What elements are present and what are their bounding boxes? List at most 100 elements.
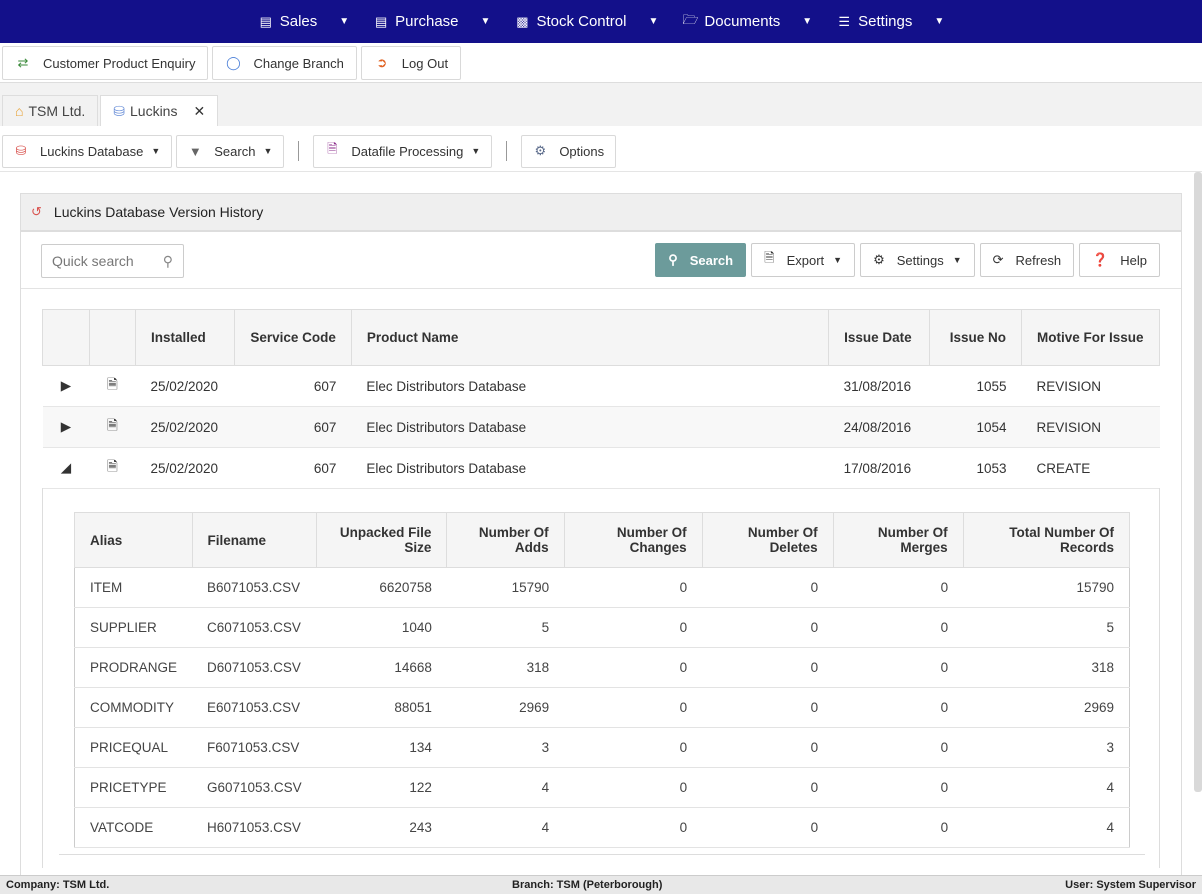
quick-search-input[interactable]: Quick search ⚲ — [41, 244, 184, 278]
customer-product-enquiry-label: Customer Product Enquiry — [43, 55, 196, 71]
table-row[interactable]: VATCODE H6071053.CSV 243 4 0 0 0 4 — [74, 807, 1130, 848]
filename-column-header[interactable]: Filename — [191, 512, 318, 568]
tab-luckins[interactable]: ⛁ Luckins ✕ — [100, 95, 219, 126]
merges-cell: 0 — [833, 567, 964, 608]
status-user: User: System Supervisor — [1065, 879, 1196, 891]
nav-settings[interactable]: ☰ Settings ▼ — [824, 13, 956, 30]
log-out-label: Log Out — [401, 55, 449, 71]
search-button[interactable]: ⚲ Search — [655, 243, 747, 277]
merges-cell: 0 — [833, 727, 964, 768]
deletes-cell: 0 — [702, 687, 834, 728]
help-icon: ❓ — [1092, 252, 1109, 267]
table-row[interactable]: ◢ 🗎 25/02/2020 607 Elec Distributors Dat… — [42, 447, 1160, 489]
total-records-column-header[interactable]: Total Number Of Records — [962, 512, 1131, 568]
nav-sales[interactable]: ▤ Sales ▼ — [246, 13, 361, 30]
nav-documents[interactable]: 🗁 Documents ▼ — [670, 11, 824, 33]
expand-row-icon[interactable]: ▶ — [42, 365, 90, 407]
service-code-column-header[interactable]: Service Code — [233, 309, 352, 366]
merges-column-header[interactable]: Number Of Merges — [832, 512, 964, 568]
alias-cell: VATCODE — [74, 807, 193, 848]
alias-column-header[interactable]: Alias — [74, 512, 193, 568]
luckins-database-label: Luckins Database — [40, 143, 144, 159]
quick-search-placeholder: Quick search — [52, 253, 134, 269]
motive-column-header[interactable]: Motive For Issue — [1021, 309, 1160, 366]
table-row[interactable]: ITEM B6071053.CSV 6620758 15790 0 0 0 15… — [74, 567, 1130, 608]
grid-toolbar: Quick search ⚲ ⚲ Search 🗎 Export ▼ ⚙ Set… — [21, 232, 1181, 289]
nav-sales-label: Sales — [279, 13, 318, 30]
total-records-cell: 15790 — [963, 567, 1130, 608]
caret-down-icon: ▼ — [648, 16, 659, 27]
toolbar-divider — [506, 141, 508, 161]
table-row[interactable]: COMMODITY E6071053.CSV 88051 2969 0 0 0 … — [74, 687, 1130, 728]
nav-documents-label: Documents — [704, 13, 781, 30]
table-row[interactable]: ▶ 🗎 25/02/2020 607 Elec Distributors Dat… — [42, 365, 1160, 407]
table-row[interactable]: SUPPLIER C6071053.CSV 1040 5 0 0 0 5 — [74, 607, 1130, 648]
options-button[interactable]: ⚙ Options — [521, 134, 617, 168]
product-name-cell: Elec Distributors Database — [351, 447, 829, 489]
installed-cell: 25/02/2020 — [135, 365, 235, 407]
adds-cell: 15790 — [446, 567, 565, 608]
nav-settings-label: Settings — [858, 13, 913, 30]
nav-purchase[interactable]: ▤ Purchase ▼ — [361, 13, 502, 30]
unpacked-size-cell: 134 — [316, 727, 447, 768]
document-icon[interactable]: 🗎 — [89, 447, 136, 489]
issue-no-column-header[interactable]: Issue No — [929, 309, 1023, 366]
table-row[interactable]: PRICETYPE G6071053.CSV 122 4 0 0 0 4 — [74, 767, 1130, 808]
boxes-icon: ▩ — [516, 13, 529, 29]
installed-column-header[interactable]: Installed — [134, 309, 235, 366]
nav-stock-control[interactable]: ▩ Stock Control ▼ — [502, 13, 670, 30]
table-row[interactable]: PRICEQUAL F6071053.CSV 134 3 0 0 0 3 — [74, 727, 1130, 768]
unpacked-size-cell: 88051 — [316, 687, 447, 728]
adds-cell: 3 — [446, 727, 565, 768]
issue-date-column-header[interactable]: Issue Date — [828, 309, 931, 366]
unpacked-size-column-header[interactable]: Unpacked File Size — [316, 512, 448, 568]
csv-file-icon: 🗎 — [327, 141, 338, 156]
total-records-cell: 3 — [963, 727, 1130, 768]
document-icon[interactable]: 🗎 — [89, 406, 136, 448]
close-icon[interactable]: ✕ — [193, 102, 206, 119]
expand-row-icon[interactable]: ▶ — [42, 406, 90, 448]
refresh-button[interactable]: ⟳ Refresh — [979, 243, 1075, 277]
table-row[interactable]: ▶ 🗎 25/02/2020 607 Elec Distributors Dat… — [42, 406, 1160, 448]
change-branch-button[interactable]: ◯ Change Branch — [212, 46, 357, 80]
filename-cell: G6071053.CSV — [192, 767, 317, 808]
search-dropdown[interactable]: ▼ Search ▼ — [176, 134, 285, 168]
changes-column-header[interactable]: Number Of Changes — [563, 512, 703, 568]
database-icon: ⛁ — [113, 102, 125, 119]
collapse-row-icon[interactable]: ◢ — [42, 447, 90, 489]
adds-cell: 5 — [446, 607, 565, 648]
panel-title: Luckins Database Version History — [53, 204, 264, 220]
filename-cell: E6071053.CSV — [192, 687, 317, 728]
grid-settings-button[interactable]: ⚙ Settings ▼ — [860, 243, 975, 277]
adds-column-header[interactable]: Number Of Adds — [446, 512, 565, 568]
installed-cell: 25/02/2020 — [135, 406, 235, 448]
datafile-processing-label: Datafile Processing — [351, 143, 464, 159]
log-out-button[interactable]: ➲ Log Out — [360, 46, 462, 80]
luckins-database-dropdown[interactable]: ⛁ Luckins Database ▼ — [2, 134, 173, 168]
detail-divider — [59, 854, 1145, 855]
datafile-processing-dropdown[interactable]: 🗎 Datafile Processing ▼ — [313, 134, 493, 168]
deletes-column-header[interactable]: Number Of Deletes — [701, 512, 834, 568]
caret-down-icon: ▼ — [934, 16, 945, 27]
merges-cell: 0 — [833, 687, 964, 728]
customer-product-enquiry-button[interactable]: ⇄ Customer Product Enquiry — [2, 46, 209, 80]
tab-luckins-label: Luckins — [130, 103, 178, 119]
vertical-scrollbar[interactable] — [1194, 172, 1202, 792]
help-button[interactable]: ❓ Help — [1079, 243, 1160, 277]
id-card-icon: ▤ — [259, 13, 272, 29]
table-row[interactable]: PRODRANGE D6071053.CSV 14668 318 0 0 0 3… — [74, 647, 1130, 688]
panel-header: ↺ Luckins Database Version History — [21, 194, 1181, 232]
gear-icon: ⚙ — [873, 252, 885, 267]
grid-settings-label: Settings — [896, 252, 944, 268]
unpacked-size-cell: 243 — [316, 807, 447, 848]
merges-cell: 0 — [833, 767, 964, 808]
export-button[interactable]: 🗎 Export ▼ — [751, 243, 856, 277]
alias-cell: PRODRANGE — [74, 647, 193, 688]
tab-home[interactable]: ⌂ TSM Ltd. — [2, 95, 99, 126]
product-name-column-header[interactable]: Product Name — [350, 309, 830, 366]
version-history-panel: ↺ Luckins Database Version History Quick… — [20, 193, 1182, 883]
total-records-cell: 5 — [963, 607, 1130, 648]
document-icon[interactable]: 🗎 — [89, 365, 136, 407]
changes-cell: 0 — [564, 567, 703, 608]
refresh-icon: ⟳ — [992, 252, 1004, 267]
